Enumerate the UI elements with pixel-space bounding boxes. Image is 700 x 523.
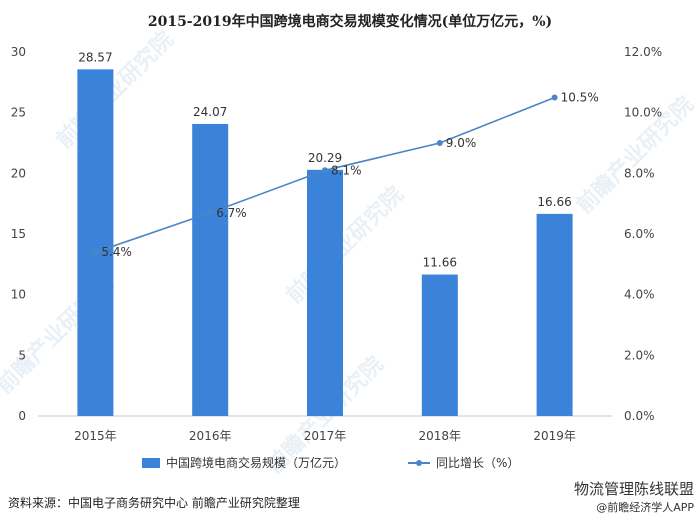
y-left-tick-label: 30 [11, 45, 26, 59]
bar-value-label: 11.66 [423, 256, 457, 270]
bar-value-label: 16.66 [537, 195, 571, 209]
y-left-tick-label: 0 [18, 409, 26, 423]
x-tick-label: 2015年 [74, 429, 117, 443]
bar-series [77, 69, 573, 416]
chart-title: 2015-2019年中国跨境电商交易规模变化情况(单位万亿元，%) [148, 13, 552, 30]
y-left-tick-label: 5 [18, 348, 26, 362]
growth-point [92, 249, 99, 256]
bar [192, 123, 229, 416]
y-right-tick-label: 4.0% [624, 288, 655, 302]
x-tick-label: 2019年 [533, 429, 576, 443]
y-right-tick-label: 8.0% [624, 166, 655, 180]
watermark-text: 前瞻产业研究院 [281, 181, 408, 308]
bar-value-label: 28.57 [78, 50, 112, 64]
growth-point [551, 94, 558, 101]
growth-value-label: 8.1% [331, 163, 362, 177]
y-right-axis: 0.0% 2.0% 4.0% 6.0% 8.0% 10.0% 12.0% [624, 45, 662, 423]
x-axis-labels: 2015年 2016年 2017年 2018年 2019年 [74, 429, 576, 443]
growth-point [207, 209, 214, 216]
bar [421, 274, 458, 416]
growth-value-label: 6.7% [216, 206, 247, 220]
bar-value-label: 24.07 [193, 105, 227, 119]
legend-line-label: 同比增长（%） [436, 456, 519, 470]
bar [77, 69, 114, 416]
legend-line-marker [416, 460, 422, 466]
credit-sub: @前瞻经济学人APP [596, 501, 694, 514]
growth-point [436, 140, 443, 146]
growth-point [322, 167, 328, 174]
x-tick-label: 2016年 [189, 429, 232, 443]
x-tick-label: 2018年 [419, 429, 462, 443]
y-left-axis: 0 5 10 15 20 25 30 [11, 45, 26, 423]
bar-value-label: 20.29 [308, 151, 342, 165]
bar [307, 169, 343, 416]
legend: 中国跨境电商交易规模（万亿元） 同比增长（%） [142, 455, 519, 470]
bar-data-labels: 28.57 24.07 20.29 11.66 16.66 [78, 50, 572, 269]
y-right-tick-label: 2.0% [624, 348, 655, 362]
x-tick-label: 2017年 [304, 429, 347, 443]
growth-value-label: 9.0% [446, 136, 477, 150]
y-left-tick-label: 25 [11, 106, 26, 120]
legend-bar-swatch [142, 458, 160, 468]
growth-value-label: 10.5% [561, 91, 599, 105]
bar [536, 213, 573, 416]
y-left-tick-label: 15 [11, 227, 26, 241]
growth-value-label: 5.4% [101, 245, 131, 259]
y-left-tick-label: 10 [11, 288, 26, 302]
y-left-tick-label: 20 [11, 166, 26, 180]
y-right-tick-label: 10.0% [624, 106, 662, 120]
credit-main: 物流管理陈线联盟 [573, 480, 694, 498]
legend-bar-label: 中国跨境电商交易规模（万亿元） [166, 455, 346, 470]
y-right-tick-label: 6.0% [624, 227, 655, 241]
source-note: 资料来源：中国电子商务研究中心 前瞻产业研究院整理 [8, 496, 300, 510]
y-right-tick-label: 0.0% [624, 409, 655, 423]
watermark-text: 前瞻产业研究院 [51, 26, 178, 153]
line-series: 5.4% 6.7% 8.1% 9.0% 10.5% [92, 91, 599, 259]
y-right-tick-label: 12.0% [624, 45, 662, 59]
credit: 物流管理陈线联盟 @前瞻经济学人APP [574, 478, 694, 515]
